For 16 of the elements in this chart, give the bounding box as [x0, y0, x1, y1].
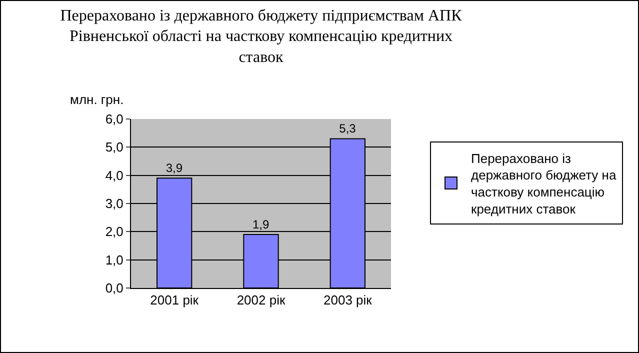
y-tick-label: 3,0	[105, 196, 124, 212]
x-tick-label: 2001 рік	[150, 292, 199, 308]
data-label: 3,9	[166, 161, 183, 176]
y-axis-title: млн. грн.	[70, 92, 124, 107]
x-tick-label: 2003 рік	[324, 292, 372, 308]
y-tick-label: 4,0	[105, 168, 124, 183]
y-tick-label: 6,0	[105, 112, 124, 127]
y-tick-label: 1,0	[105, 252, 124, 268]
data-label: 5,3	[339, 122, 356, 136]
y-tick-label: 2,0	[105, 224, 124, 240]
legend-label: Перераховано із державного бюджету на часткову компенсацію кредитних ставок	[471, 150, 617, 216]
chart-title: Перераховано із державного бюджету підприємствам АПК Рівненської області на часткову компенсацію кредитних ставок	[60, 7, 462, 66]
y-tick-label: 0,0	[105, 280, 124, 296]
x-tick-label: 2002 рік	[236, 292, 286, 308]
data-label: 1,9	[252, 217, 270, 232]
y-tick-label: 5,0	[105, 140, 124, 155]
